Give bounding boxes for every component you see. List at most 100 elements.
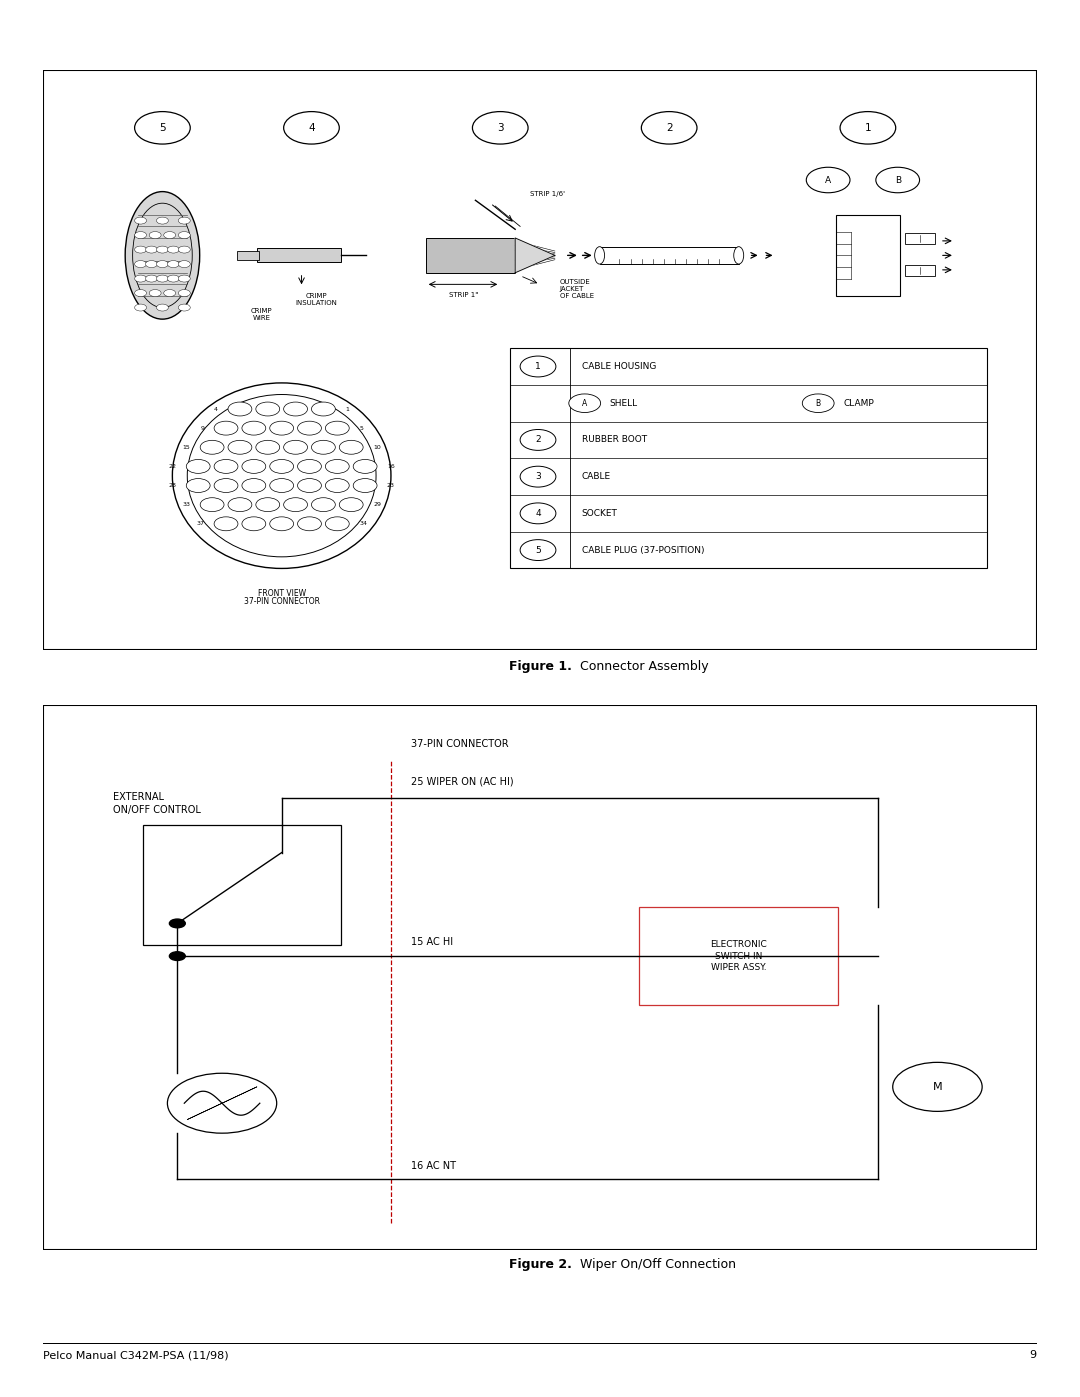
Circle shape [521, 467, 556, 488]
Circle shape [146, 275, 158, 282]
Text: STRIP 1": STRIP 1" [449, 292, 478, 298]
Circle shape [178, 289, 190, 296]
Text: CLAMP: CLAMP [843, 398, 874, 408]
Ellipse shape [125, 191, 200, 319]
Circle shape [298, 420, 322, 434]
Circle shape [270, 420, 294, 434]
Circle shape [256, 440, 280, 454]
Circle shape [339, 497, 363, 511]
Text: 4: 4 [214, 407, 218, 412]
Text: M: M [933, 1081, 942, 1092]
Text: CABLE PLUG (37-POSITION): CABLE PLUG (37-POSITION) [582, 546, 704, 555]
Circle shape [178, 275, 190, 282]
Text: 2: 2 [536, 436, 541, 444]
Circle shape [135, 112, 190, 144]
Text: B: B [894, 176, 901, 184]
Text: 1: 1 [346, 407, 349, 412]
Text: 3: 3 [535, 472, 541, 481]
Circle shape [135, 275, 147, 282]
Circle shape [284, 497, 308, 511]
Text: 16 AC NT: 16 AC NT [410, 1161, 456, 1171]
Polygon shape [515, 237, 555, 272]
Bar [143, 826, 341, 946]
Circle shape [214, 460, 238, 474]
Circle shape [178, 232, 190, 239]
Text: 33: 33 [183, 502, 190, 507]
Circle shape [186, 479, 211, 493]
Text: OUTSIDE
JACKET
OF CABLE: OUTSIDE JACKET OF CABLE [559, 278, 594, 299]
Text: 37-PIN CONNECTOR: 37-PIN CONNECTOR [410, 739, 509, 749]
Ellipse shape [733, 247, 744, 264]
Text: ELECTRONIC
SWITCH IN
WIPER ASSY.: ELECTRONIC SWITCH IN WIPER ASSY. [711, 940, 767, 972]
Circle shape [135, 217, 147, 224]
Circle shape [167, 261, 179, 268]
Text: 5: 5 [159, 123, 165, 133]
Circle shape [256, 497, 280, 511]
Text: 16: 16 [387, 464, 394, 469]
Circle shape [170, 919, 186, 928]
Circle shape [157, 246, 168, 253]
Text: 10: 10 [373, 444, 381, 450]
Circle shape [325, 479, 349, 493]
Text: 23: 23 [387, 483, 395, 488]
Text: 2: 2 [666, 123, 673, 133]
Circle shape [311, 440, 335, 454]
Text: 9: 9 [1029, 1350, 1037, 1361]
Bar [639, 907, 838, 1006]
Circle shape [135, 261, 147, 268]
Circle shape [228, 497, 252, 511]
Bar [905, 233, 935, 243]
Circle shape [270, 517, 294, 531]
Circle shape [242, 517, 266, 531]
Circle shape [228, 440, 252, 454]
Text: SOCKET: SOCKET [582, 509, 618, 518]
Text: 4: 4 [308, 123, 314, 133]
Circle shape [135, 289, 147, 296]
Circle shape [298, 460, 322, 474]
Ellipse shape [133, 203, 192, 307]
Circle shape [325, 420, 349, 434]
Text: CABLE: CABLE [582, 472, 611, 481]
Text: 28: 28 [168, 483, 176, 488]
Circle shape [167, 275, 179, 282]
Circle shape [157, 261, 168, 268]
Circle shape [284, 112, 339, 144]
Circle shape [178, 261, 190, 268]
Circle shape [256, 402, 280, 416]
Text: 15: 15 [183, 444, 190, 450]
Circle shape [311, 497, 335, 511]
Circle shape [242, 479, 266, 493]
Bar [510, 348, 987, 569]
Text: Connector Assembly: Connector Assembly [580, 659, 708, 673]
Text: 37-PIN CONNECTOR: 37-PIN CONNECTOR [244, 598, 320, 606]
Circle shape [521, 356, 556, 377]
Text: Pelco Manual C342M-PSA (11/98): Pelco Manual C342M-PSA (11/98) [43, 1350, 229, 1361]
Circle shape [149, 289, 161, 296]
Circle shape [167, 246, 179, 253]
Ellipse shape [595, 247, 605, 264]
Circle shape [642, 112, 697, 144]
Circle shape [157, 305, 168, 312]
Text: 29: 29 [373, 502, 381, 507]
Bar [599, 247, 739, 264]
Circle shape [325, 517, 349, 531]
Circle shape [242, 460, 266, 474]
Circle shape [521, 429, 556, 450]
Text: 5: 5 [535, 546, 541, 555]
Circle shape [167, 1073, 276, 1133]
Circle shape [472, 112, 528, 144]
Circle shape [186, 460, 211, 474]
Circle shape [298, 479, 322, 493]
Circle shape [298, 517, 322, 531]
Text: 5: 5 [360, 426, 363, 430]
Circle shape [157, 217, 168, 224]
Bar [836, 215, 901, 296]
Text: A: A [825, 176, 832, 184]
Text: Wiper On/Off Connection: Wiper On/Off Connection [580, 1257, 735, 1271]
Circle shape [284, 440, 308, 454]
Circle shape [200, 497, 224, 511]
Text: RUBBER BOOT: RUBBER BOOT [582, 436, 647, 444]
Circle shape [242, 420, 266, 434]
Circle shape [170, 951, 186, 961]
Text: 3: 3 [497, 123, 503, 133]
